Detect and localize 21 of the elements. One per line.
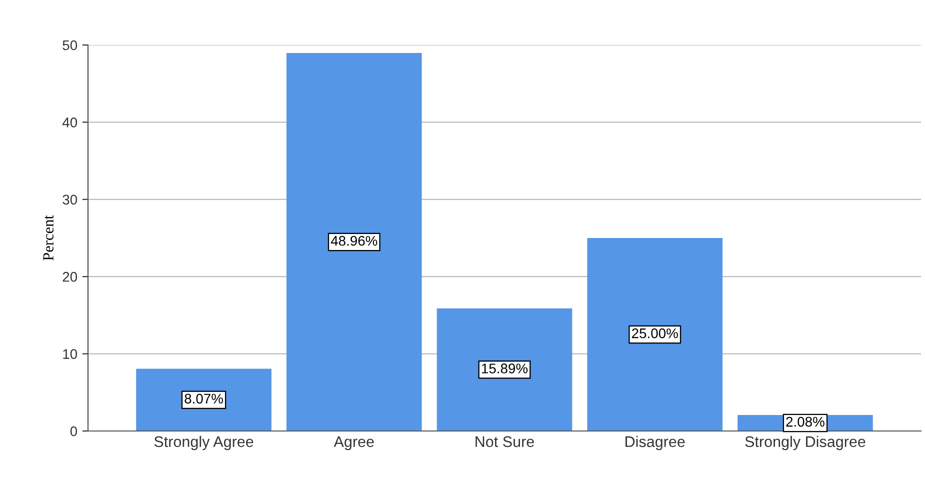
bar bbox=[587, 238, 723, 431]
bar bbox=[286, 53, 422, 431]
y-tick-label: 10 bbox=[63, 349, 78, 359]
data-label: 15.89% bbox=[482, 364, 528, 374]
data-label: 48.96% bbox=[330, 236, 378, 246]
data-label: 25.00% bbox=[632, 328, 678, 338]
y-tick-label: 30 bbox=[62, 194, 78, 205]
data-label: 8.07% bbox=[184, 394, 223, 404]
x-tick-label: Strongly Agree bbox=[154, 436, 254, 450]
x-tick-label: Not Sure bbox=[476, 436, 534, 448]
y-tick-label: 50 bbox=[62, 40, 78, 50]
x-tick-label: Strongly Disagree bbox=[745, 436, 866, 450]
y-axis-title: Percent bbox=[43, 215, 54, 260]
x-tick-label: Agree bbox=[334, 436, 374, 450]
y-tick-label: 0 bbox=[70, 426, 78, 436]
data-label: 2.08% bbox=[786, 416, 824, 427]
y-tick-label: 20 bbox=[62, 272, 78, 282]
bar bbox=[436, 308, 572, 431]
bar bbox=[136, 368, 272, 431]
x-tick-label: Disagree bbox=[626, 436, 685, 450]
y-tick-label: 40 bbox=[62, 118, 78, 128]
